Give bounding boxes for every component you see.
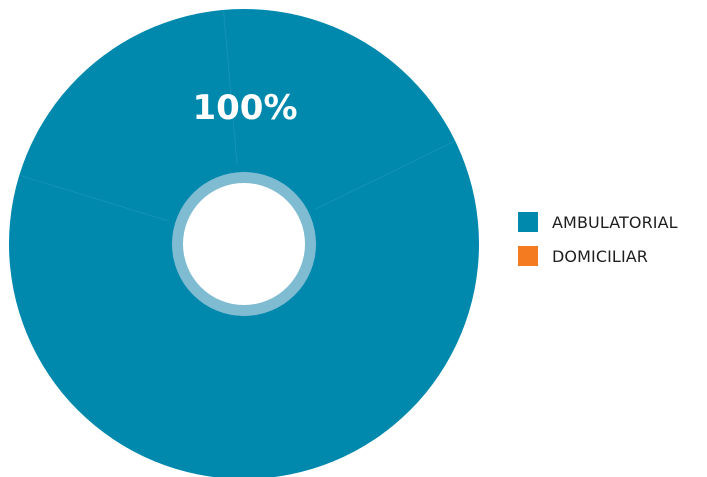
legend-item-domiciliar[interactable]: DOMICILIAR	[518, 246, 703, 266]
legend-label-ambulatorial: AMBULATORIAL	[552, 212, 678, 232]
data-label-ambulatorial: 100%	[192, 88, 297, 128]
segment-line	[315, 140, 456, 210]
legend-swatch-ambulatorial	[518, 212, 538, 232]
segment-line	[19, 174, 168, 222]
legend-label-domiciliar: DOMICILIAR	[552, 246, 649, 266]
segment-line	[223, 9, 238, 165]
legend-swatch-domiciliar	[518, 246, 538, 266]
donut-hole	[183, 183, 305, 305]
legend-item-ambulatorial[interactable]: AMBULATORIAL	[518, 212, 703, 232]
legend: AMBULATORIAL DOMICILIAR	[518, 212, 703, 280]
